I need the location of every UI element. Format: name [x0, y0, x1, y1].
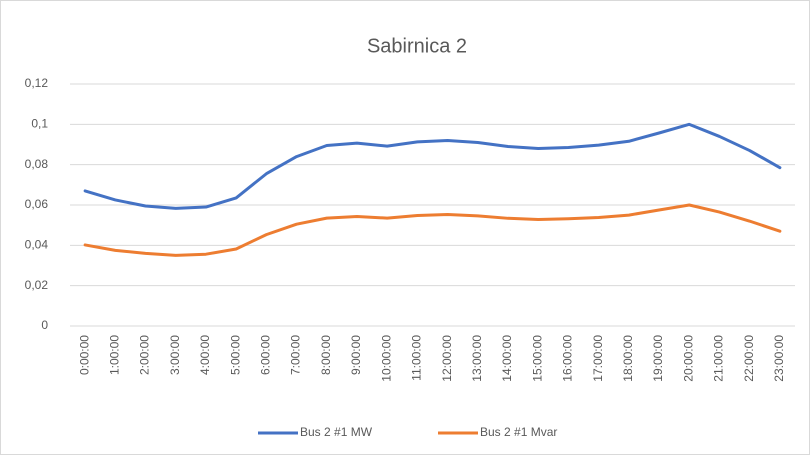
y-tick-label: 0,1 [31, 117, 48, 131]
x-tick-label: 9:00:00 [349, 335, 363, 375]
x-tick-label: 11:00:00 [410, 335, 424, 381]
chart-title: Sabirnica 2 [367, 35, 467, 57]
x-tick-label: 2:00:00 [138, 335, 152, 375]
y-tick-label: 0,08 [25, 157, 49, 171]
y-tick-label: 0 [41, 318, 48, 332]
x-tick-label: 22:00:00 [742, 335, 756, 382]
x-tick-label: 16:00:00 [561, 335, 575, 382]
x-tick-label: 6:00:00 [259, 335, 273, 375]
x-tick-label: 20:00:00 [681, 335, 695, 382]
x-tick-label: 19:00:00 [651, 335, 665, 382]
x-tick-label: 10:00:00 [379, 335, 393, 382]
x-tick-label: 5:00:00 [228, 335, 242, 375]
x-tick-label: 12:00:00 [440, 335, 454, 382]
y-tick-label: 0,02 [25, 278, 49, 292]
y-tick-label: 0,04 [25, 238, 49, 252]
y-tick-label: 0,12 [25, 76, 49, 90]
x-tick-label: 0:00:00 [77, 335, 91, 375]
data-line [83, 122, 782, 210]
data-line [83, 203, 782, 257]
x-tick-label: 1:00:00 [107, 335, 121, 375]
x-tick-label: 8:00:00 [319, 335, 333, 375]
legend-label: Bus 2 #1 MW [300, 425, 373, 439]
x-tick-label: 17:00:00 [591, 335, 605, 382]
legend-label: Bus 2 #1 Mvar [480, 425, 557, 439]
x-tick-label: 14:00:00 [500, 335, 514, 382]
x-tick-label: 13:00:00 [470, 335, 484, 382]
x-tick-label: 23:00:00 [772, 335, 786, 382]
x-tick-label: 3:00:00 [168, 335, 182, 375]
x-tick-label: 18:00:00 [621, 335, 635, 382]
x-tick-label: 15:00:00 [530, 335, 544, 382]
x-tick-label: 21:00:00 [712, 335, 726, 382]
y-tick-label: 0,06 [25, 197, 49, 211]
x-tick-label: 4:00:00 [198, 335, 212, 375]
x-tick-label: 7:00:00 [289, 335, 303, 375]
